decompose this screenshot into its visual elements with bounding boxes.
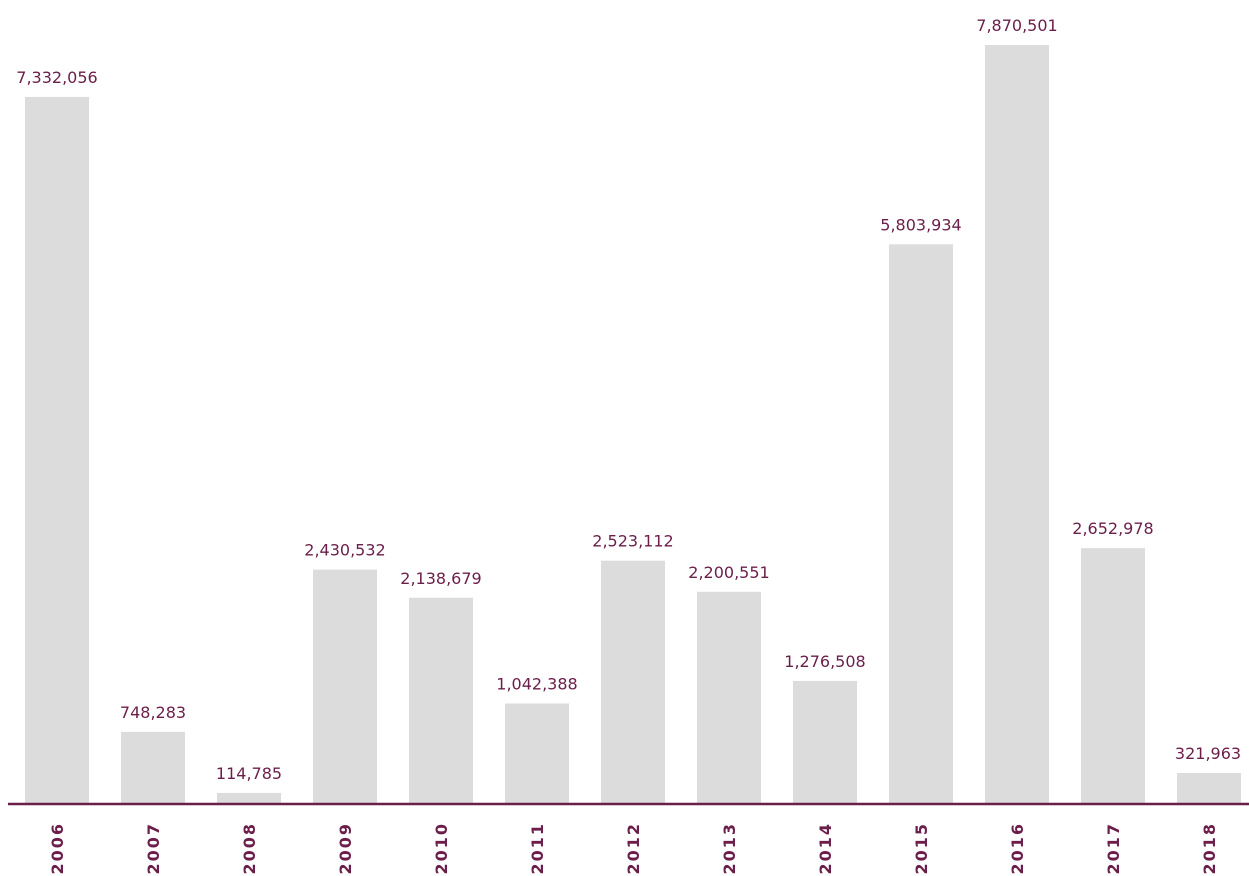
x-tick-label-2017: 2017: [1104, 822, 1123, 875]
bar-2007: [121, 731, 185, 804]
value-label-2008: 114,785: [216, 764, 282, 783]
bar-2009: [313, 569, 377, 804]
bar-2010: [409, 597, 473, 804]
bars-group: [25, 45, 1241, 804]
x-tick-label-2011: 2011: [528, 822, 547, 875]
x-tick-label-2014: 2014: [816, 822, 835, 875]
bar-2017: [1081, 548, 1145, 804]
value-labels-group: 7,332,056 748,283 114,785 2,430,532 2,138,67…: [16, 16, 1241, 783]
bar-2006: [25, 96, 89, 804]
bar-2013: [697, 591, 761, 804]
x-tick-labels-group: 2006 2007 2008 2009 2010 2011 2012 2013 2014 2015…: [48, 822, 1219, 875]
value-label-2017: 2,652,978: [1072, 519, 1153, 538]
value-label-2013: 2,200,551: [688, 563, 769, 582]
value-label-2014: 1,276,508: [784, 652, 865, 671]
x-tick-label-2009: 2009: [336, 822, 355, 875]
x-tick-label-2010: 2010: [432, 822, 451, 875]
value-label-2010: 2,138,679: [400, 569, 481, 588]
bar-2008: [217, 792, 281, 804]
x-tick-label-2018: 2018: [1200, 822, 1219, 875]
value-label-2011: 1,042,388: [496, 674, 577, 693]
bar-2012: [601, 560, 665, 804]
bar-2014: [793, 680, 857, 804]
x-tick-label-2016: 2016: [1008, 822, 1027, 875]
value-label-2012: 2,523,112: [592, 532, 673, 551]
bar-2016: [985, 45, 1049, 804]
x-tick-label-2012: 2012: [624, 822, 643, 875]
x-tick-label-2015: 2015: [912, 822, 931, 875]
value-label-2007: 748,283: [120, 703, 186, 722]
x-tick-label-2008: 2008: [240, 822, 259, 875]
value-label-2015: 5,803,934: [880, 215, 961, 234]
value-label-2018: 321,963: [1175, 744, 1241, 763]
value-label-2009: 2,430,532: [304, 541, 385, 560]
x-tick-label-2013: 2013: [720, 822, 739, 875]
bar-2015: [889, 244, 953, 804]
value-label-2016: 7,870,501: [976, 16, 1057, 35]
x-tick-label-2007: 2007: [144, 822, 163, 875]
bar-2011: [505, 703, 569, 804]
value-label-2006: 7,332,056: [16, 68, 97, 87]
x-tick-label-2006: 2006: [48, 822, 67, 875]
bar-2018: [1177, 772, 1241, 804]
